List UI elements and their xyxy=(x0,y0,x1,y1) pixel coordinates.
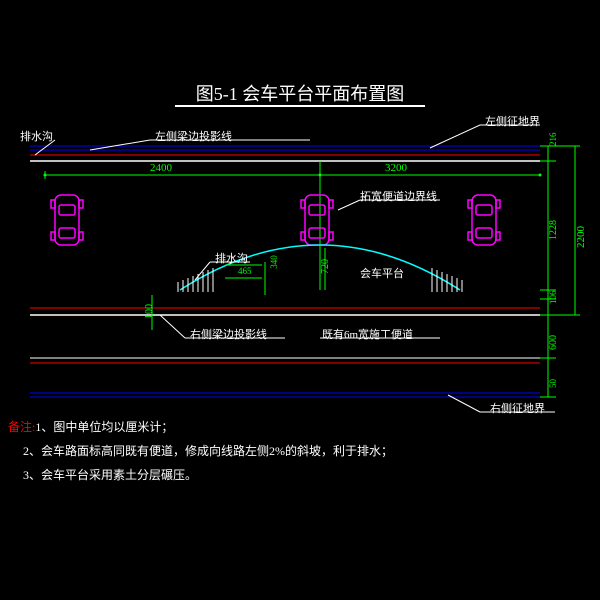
dim-2200: 2200 xyxy=(575,226,587,248)
platform-label: 会车平台 xyxy=(360,265,404,281)
dim-216: 216 xyxy=(548,133,558,147)
dim-3200: 3200 xyxy=(385,162,407,174)
widen-line-label: 拓宽便道边界线 xyxy=(360,188,437,204)
drain-left-label: 排水沟 xyxy=(20,128,53,144)
dim-600: 600 xyxy=(548,335,559,350)
note-2: 2、会车路面标高同既有便道，修成向线路左侧2%的斜坡，利于排水； xyxy=(23,444,393,458)
left-boundary-label: 左侧征地界 xyxy=(485,113,540,129)
dim-465: 465 xyxy=(238,266,252,276)
drain-mid-label: 排水沟 xyxy=(215,250,248,266)
dim-2400: 2400 xyxy=(150,162,172,174)
dim-106: 106 xyxy=(548,291,558,305)
dim-1228: 1228 xyxy=(548,220,559,240)
dim-340: 340 xyxy=(269,255,279,269)
notes-header: 备注: xyxy=(8,420,35,434)
right-beam-label: 右侧梁边投影线 xyxy=(190,326,267,342)
left-beam-label: 左侧梁边投影线 xyxy=(155,128,232,144)
notes-block: 备注:1、图中单位均以厘米计； 2、会车路面标高同既有便道，修成向线路左侧2%的… xyxy=(8,415,393,487)
dim-100: 100 xyxy=(144,304,155,319)
note-3: 3、会车平台采用素土分层碾压。 xyxy=(23,468,197,482)
engineering-drawing xyxy=(0,0,600,600)
right-boundary-label: 右侧征地界 xyxy=(490,400,545,416)
note-1: 1、图中单位均以厘米计； xyxy=(35,420,173,434)
existing-road-label: 既有6m宽施工便道 xyxy=(322,326,413,342)
dim-50: 50 xyxy=(548,379,558,388)
dim-720: 720 xyxy=(320,259,331,274)
